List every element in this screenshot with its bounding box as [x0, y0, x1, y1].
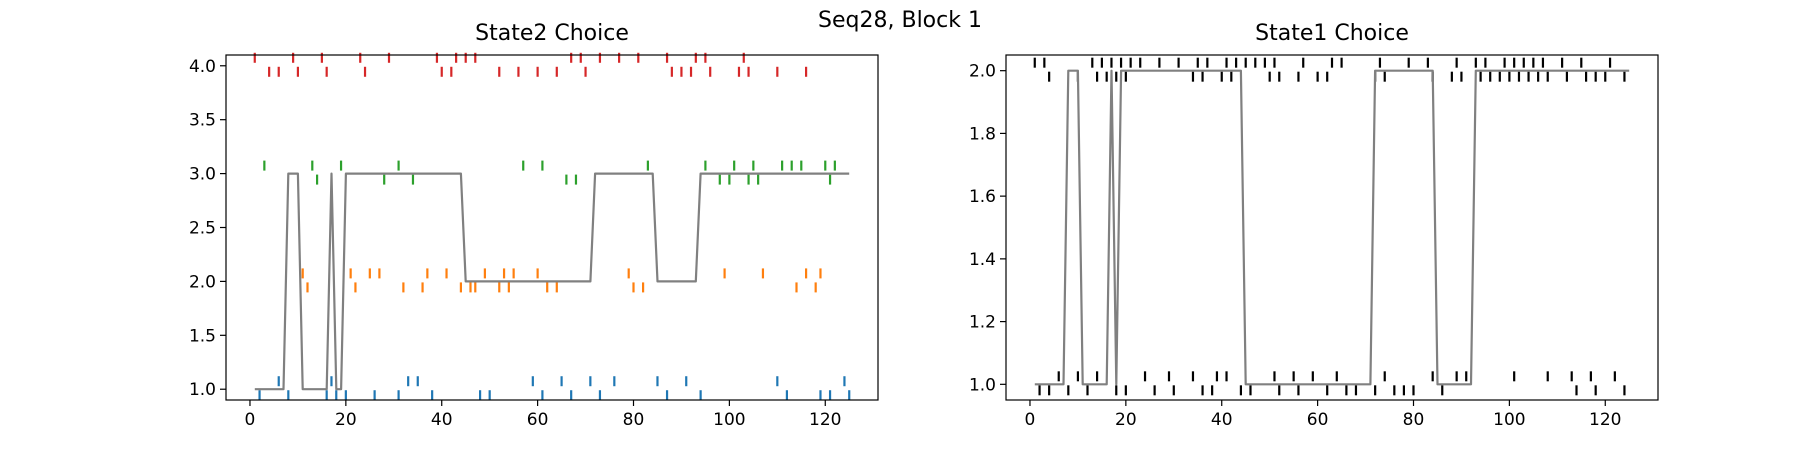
- x-tick-label: 0: [1025, 410, 1036, 430]
- y-axis: 1.0 1.2 1.4 1.6 1.8 2.0: [969, 62, 1006, 395]
- y-tick-label: 3.0: [189, 165, 216, 185]
- x-tick-label: 20: [335, 410, 357, 430]
- x-tick-label: 40: [1211, 410, 1233, 430]
- x-tick-label: 80: [623, 410, 645, 430]
- chart-state2-choice: State2 Choice 0 20 40 60 80 100 120 1.0 1.5 2.0 2…: [189, 21, 879, 430]
- x-tick-label: 100: [1493, 410, 1525, 430]
- y-tick-label: 1.0: [189, 380, 216, 400]
- y-tick-label: 1.5: [189, 326, 216, 346]
- y-tick-label: 1.0: [969, 375, 996, 395]
- chart-title: State1 Choice: [1255, 21, 1409, 46]
- chart-marks: [253, 52, 851, 401]
- y-tick-label: 1.2: [969, 313, 996, 333]
- plot-frame: [1005, 54, 1659, 401]
- choice-trace-line: [1034, 69, 1630, 386]
- y-axis: 1.0 1.5 2.0 2.5 3.0 3.5 4.0: [189, 57, 226, 400]
- x-tick-label: 60: [1307, 410, 1329, 430]
- y-tick-label: 3.5: [189, 111, 216, 131]
- y-tick-label: 2.0: [189, 272, 216, 292]
- x-tick-label: 120: [809, 410, 841, 430]
- x-tick-label: 100: [713, 410, 745, 430]
- y-tick-label: 2.5: [189, 219, 216, 239]
- x-tick-label: 80: [1403, 410, 1425, 430]
- x-tick-label: 0: [245, 410, 256, 430]
- x-tick-label: 20: [1115, 410, 1137, 430]
- y-tick-label: 1.8: [969, 124, 996, 144]
- y-tick-label: 1.4: [969, 250, 996, 270]
- y-tick-label: 4.0: [189, 57, 216, 77]
- x-axis: 0 20 40 60 80 100 120: [1025, 400, 1621, 430]
- x-axis: 0 20 40 60 80 100 120: [245, 400, 841, 430]
- y-tick-label: 2.0: [969, 62, 996, 82]
- chart-state1-choice: State1 Choice 0 20 40 60 80 100 120 1.01.21.41…: [969, 21, 1659, 430]
- x-tick-label: 120: [1589, 410, 1621, 430]
- x-tick-label: 60: [527, 410, 549, 430]
- figure-suptitle: Seq28, Block 1: [818, 8, 982, 33]
- chart-title: State2 Choice: [475, 21, 629, 46]
- x-tick-label: 40: [431, 410, 453, 430]
- chart-marks: [1033, 57, 1630, 396]
- y-tick-label: 1.6: [969, 187, 996, 207]
- choice-trace-line: [254, 172, 850, 391]
- plot-frame: [225, 54, 879, 401]
